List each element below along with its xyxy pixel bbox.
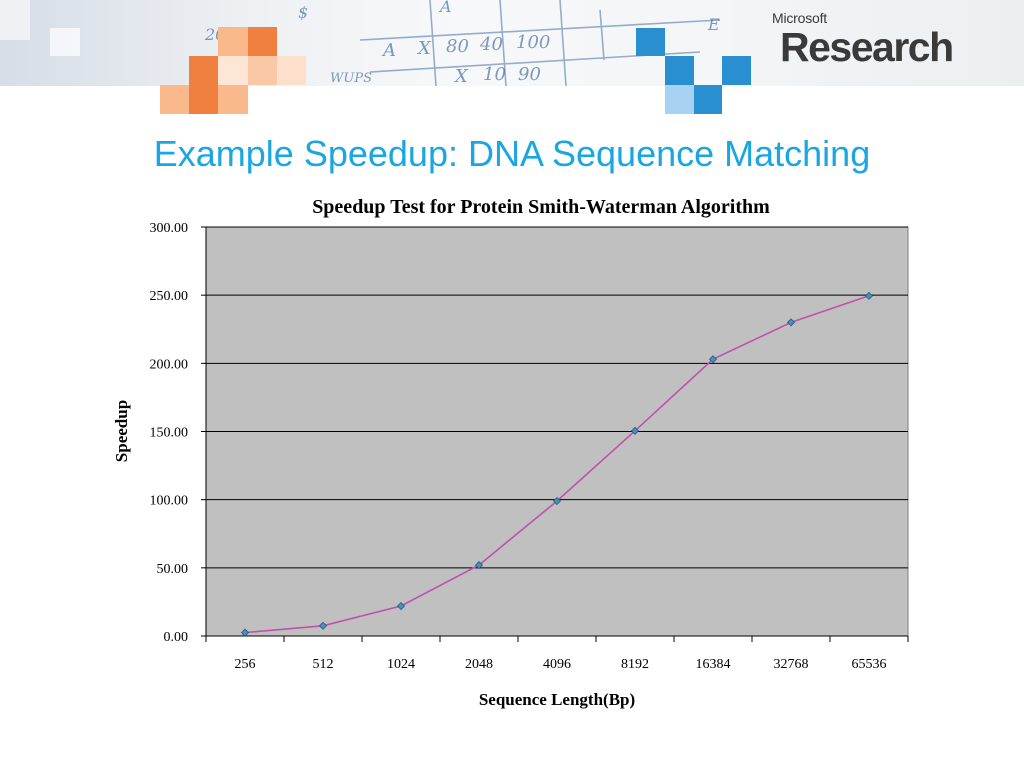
svg-text:100: 100 [516, 32, 550, 53]
data-point-marker [630, 426, 640, 435]
y-tick-label: 300.00 [150, 221, 189, 236]
data-point-marker [786, 318, 796, 327]
data-point-marker [240, 628, 250, 637]
x-tick-label: 2048 [465, 657, 493, 672]
series-speedup [240, 291, 874, 637]
logo-research-text: Research [780, 24, 954, 70]
x-tick-label: 512 [313, 657, 334, 672]
y-tick-label: 150.00 [150, 426, 189, 441]
handwriting-sketch-image: A X 80 40 100 WUPS X 10 90 20 $ A E [0, 0, 721, 86]
logo-microsoft-text: Microsoft [772, 10, 827, 26]
slide-title: Example Speedup: DNA Sequence Matching [153, 133, 871, 174]
y-tick-label: 50.00 [157, 562, 189, 577]
y-axis-label: Speedup [112, 400, 131, 462]
y-tick-label: 100.00 [150, 494, 189, 509]
x-tick-labels: 256 512 1024 2048 4096 8192 16384 32768 65536 [205, 636, 909, 672]
x-tick-label: 16384 [696, 657, 731, 672]
x-tick-label: 8192 [621, 657, 649, 672]
header-banner: A X 80 40 100 WUPS X 10 90 20 $ A E [0, 0, 1024, 115]
svg-text:80: 80 [446, 36, 469, 57]
svg-text:X: X [453, 66, 469, 86]
y-tick-labels: 0.00 50.00 100.00 150.00 200.00 250.00 300.00 [150, 221, 206, 645]
data-point-marker [552, 496, 562, 506]
svg-text:40: 40 [479, 34, 503, 55]
x-tick-label: 32768 [774, 657, 809, 672]
chart-title: Speedup Test for Protein Smith-Waterman … [312, 196, 770, 218]
x-tick-label: 1024 [387, 657, 415, 672]
y-tick-label: 0.00 [164, 630, 189, 645]
decorative-squares [160, 27, 751, 114]
data-point-marker [864, 291, 874, 300]
svg-text:90: 90 [518, 64, 541, 85]
y-tick-label: 250.00 [150, 289, 189, 304]
data-point-marker [318, 621, 328, 630]
x-tick-label: 4096 [543, 657, 571, 672]
svg-text:WUPS: WUPS [330, 71, 372, 86]
svg-text:X: X [416, 38, 432, 59]
y-tick-label: 200.00 [150, 357, 189, 372]
x-tick-label: 65536 [852, 657, 887, 672]
microsoft-research-logo: Microsoft Research [772, 10, 962, 70]
x-tick-label: 256 [235, 657, 256, 672]
svg-text:10: 10 [483, 64, 506, 85]
svg-text:A: A [381, 40, 396, 61]
svg-text:A: A [438, 0, 452, 16]
banner-background [0, 0, 1024, 86]
data-point-marker [474, 561, 484, 570]
x-axis-label: Sequence Length(Bp) [479, 690, 635, 709]
data-point-marker [396, 601, 406, 611]
svg-text:$: $ [298, 3, 308, 22]
data-point-marker [708, 355, 718, 364]
svg-text:E: E [707, 15, 720, 34]
